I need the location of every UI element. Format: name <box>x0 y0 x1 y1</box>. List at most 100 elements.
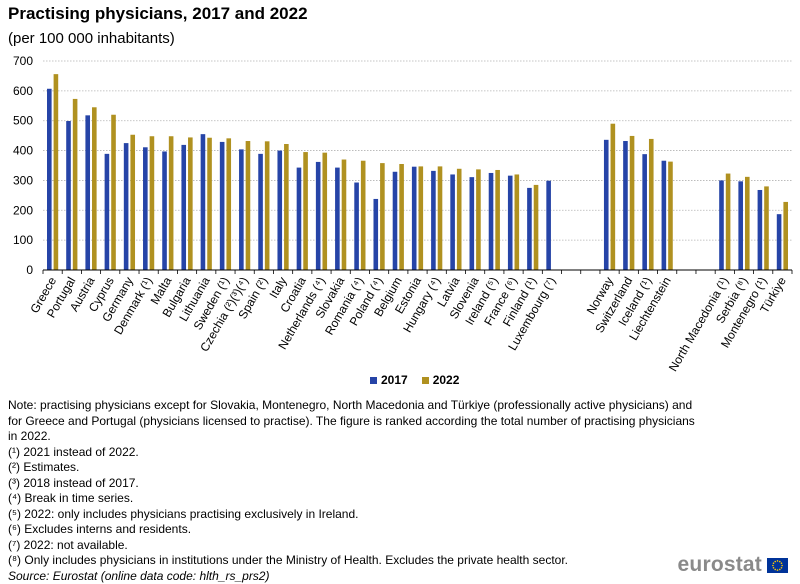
bar-2022 <box>111 115 116 270</box>
bar-2022 <box>303 152 308 270</box>
flag-star <box>779 568 781 570</box>
legend-label-2022: 2022 <box>433 373 460 387</box>
bar-2017 <box>393 172 398 270</box>
bar-2017 <box>143 147 148 270</box>
x-axis-category-labels: GreecePortugalAustriaCyprusGermanyDenmar… <box>27 274 789 372</box>
bar-2017 <box>738 181 743 270</box>
footnote-3: (³) 2018 instead of 2017. <box>8 476 698 492</box>
flag-star <box>774 560 776 562</box>
bar-2017 <box>373 199 378 270</box>
bar-2017 <box>642 154 647 270</box>
bar-2017 <box>162 151 167 270</box>
bar-2017 <box>335 168 340 270</box>
footnote-4: (⁴) Break in time series. <box>8 491 698 507</box>
flag-star <box>781 562 783 564</box>
bar-2022 <box>611 124 616 270</box>
flag-star <box>779 560 781 562</box>
bar-2022 <box>476 169 481 270</box>
bar-2022 <box>342 160 347 270</box>
bar-2022 <box>764 186 769 270</box>
bars <box>47 74 788 270</box>
bar-2022 <box>188 137 193 270</box>
bar-2022 <box>54 74 59 270</box>
bar-2022 <box>630 136 635 270</box>
flag-star <box>781 564 783 566</box>
bar-2022 <box>130 135 135 270</box>
flag-star <box>772 564 774 566</box>
legend-swatch-2017 <box>370 377 377 384</box>
bar-2022 <box>265 141 270 270</box>
bar-2022 <box>419 166 424 270</box>
bar-2022 <box>169 136 174 270</box>
bar-2022 <box>726 174 731 270</box>
bar-2017 <box>527 188 532 270</box>
y-tick-label: 200 <box>13 203 33 217</box>
bar-2017 <box>777 214 782 270</box>
footnote-8: (⁸) Only includes physicians in institut… <box>8 553 698 569</box>
bar-2017 <box>508 176 513 270</box>
footnote-6: (⁶) Excludes interns and residents. <box>8 522 698 538</box>
flag-star <box>777 569 779 571</box>
footnote-main: Note: practising physicians except for S… <box>8 398 698 445</box>
bar-2017 <box>450 174 455 270</box>
bar-2022 <box>92 107 97 270</box>
bar-2022 <box>457 169 462 270</box>
bar-2017 <box>220 142 225 270</box>
bar-2017 <box>124 143 129 270</box>
bar-2022 <box>226 138 231 270</box>
bar-2017 <box>354 183 359 270</box>
bar-2022 <box>515 174 520 270</box>
y-tick-label: 300 <box>13 173 33 187</box>
y-tick-label: 600 <box>13 84 33 98</box>
eu-flag-icon <box>767 558 788 573</box>
flag-star <box>777 560 779 562</box>
bar-2017 <box>66 121 71 270</box>
bar-2017 <box>181 145 186 270</box>
y-tick-label: 400 <box>13 144 33 158</box>
bar-2017 <box>201 134 206 270</box>
footnote-7: (⁷) 2022: not available. <box>8 538 698 554</box>
source-note: Source: Eurostat (online data code: hlth… <box>8 569 698 584</box>
bar-2022 <box>534 185 539 270</box>
bar-2022 <box>649 139 654 270</box>
bar-2022 <box>438 166 443 270</box>
bar-2022 <box>73 99 78 270</box>
footnote-1: (¹) 2021 instead of 2022. <box>8 445 698 461</box>
bar-2022 <box>207 138 212 270</box>
legend: 2017 2022 <box>370 373 459 387</box>
legend-label-2017: 2017 <box>381 373 408 387</box>
bar-2017 <box>546 181 551 270</box>
flag-star <box>773 562 775 564</box>
footnotes: Note: practising physicians except for S… <box>8 398 698 584</box>
y-tick-label: 100 <box>13 233 33 247</box>
bar-2022 <box>150 136 155 270</box>
bar-2022 <box>495 170 500 270</box>
bar-2017 <box>623 141 628 270</box>
gridlines <box>43 61 792 240</box>
bar-chart: 0 100 200 300 400 500 600 700 GreecePortugalAus… <box>0 0 800 372</box>
y-tick-label: 700 <box>13 54 33 68</box>
flag-star <box>781 567 783 569</box>
bar-2022 <box>246 141 251 270</box>
bar-2022 <box>361 161 366 270</box>
logo-text: eurostat <box>678 553 762 577</box>
bar-2017 <box>470 177 475 270</box>
bar-2022 <box>284 144 289 270</box>
footnote-2: (²) Estimates. <box>8 460 698 476</box>
bar-2017 <box>316 162 321 270</box>
bar-2017 <box>105 154 110 270</box>
bar-2017 <box>297 168 302 270</box>
bar-2022 <box>322 153 327 270</box>
eurostat-logo: eurostat <box>678 553 788 577</box>
y-tick-label: 0 <box>26 263 33 277</box>
bar-2017 <box>604 140 609 270</box>
y-tick-label: 500 <box>13 114 33 128</box>
bar-2017 <box>412 167 417 270</box>
bar-2022 <box>783 202 788 270</box>
legend-swatch-2022 <box>422 377 429 384</box>
legend-item-2022: 2022 <box>422 373 460 387</box>
flag-star <box>774 568 776 570</box>
bar-2017 <box>277 151 282 270</box>
bar-2017 <box>47 89 52 270</box>
y-axis-ticks: 0 100 200 300 400 500 600 700 <box>13 54 33 277</box>
